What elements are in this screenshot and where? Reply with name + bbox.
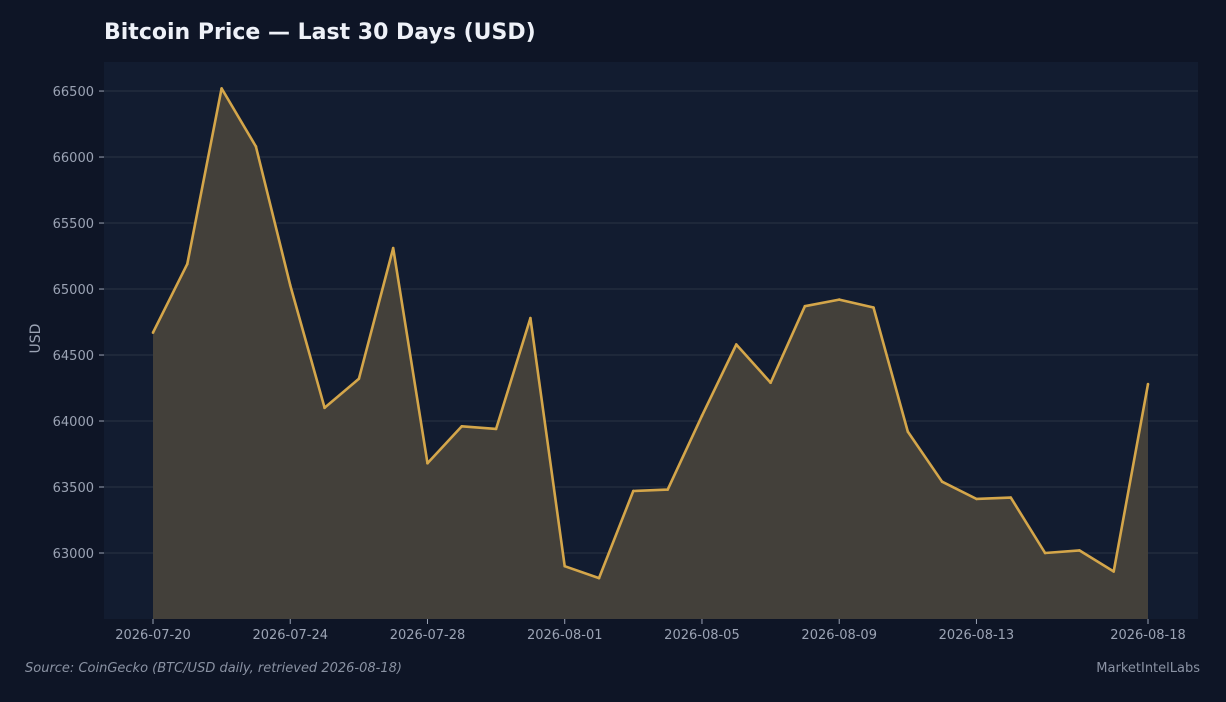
y-tick-label: 63000 — [53, 547, 94, 562]
data-point — [220, 87, 223, 90]
x-tick-label: 2026-07-28 — [390, 628, 466, 643]
data-point — [1078, 549, 1081, 552]
price-line — [151, 87, 1150, 580]
data-point — [666, 488, 669, 491]
data-point — [940, 480, 944, 484]
data-point — [529, 316, 532, 320]
data-point — [254, 145, 258, 148]
data-point — [700, 414, 704, 418]
data-point — [734, 343, 738, 346]
data-point — [391, 246, 395, 250]
data-point — [632, 489, 635, 493]
data-point — [563, 564, 567, 568]
data-point — [597, 576, 601, 580]
data-point — [1009, 496, 1013, 499]
y-tick-label: 66500 — [53, 85, 94, 100]
y-axis-ticks: 63000 63500 64000 64500 65000 65500 66000 66500 — [53, 85, 104, 562]
data-point — [186, 262, 189, 266]
data-point — [1043, 551, 1047, 555]
x-tick-label: 2026-08-18 — [1110, 628, 1186, 643]
data-point — [288, 283, 292, 287]
source-note: Source: CoinGecko (BTC/USD daily, retrie… — [25, 661, 402, 676]
price-area-fill — [153, 88, 1148, 619]
x-tick-label: 2026-08-09 — [801, 628, 877, 643]
data-point — [872, 306, 875, 309]
data-point — [1112, 570, 1115, 573]
y-tick-label: 65000 — [53, 283, 94, 298]
y-tick-label: 63500 — [53, 481, 94, 496]
brand-label: MarketIntelLabs — [1096, 661, 1200, 676]
y-tick-label: 66000 — [53, 151, 94, 166]
data-point — [769, 381, 772, 385]
data-points — [151, 87, 1150, 580]
data-point — [460, 424, 464, 428]
x-axis-ticks: 2026-07-20 2026-07-24 2026-07-28 2026-08-01… — [115, 619, 1186, 643]
data-point — [803, 304, 807, 308]
data-point — [357, 377, 361, 381]
y-axis-label: USD — [28, 324, 44, 354]
y-tick-label: 65500 — [53, 217, 94, 232]
x-tick-label: 2026-07-20 — [115, 628, 191, 643]
data-point — [906, 430, 910, 433]
x-tick-label: 2026-08-01 — [527, 628, 603, 643]
data-point — [837, 298, 841, 301]
chart-title: Bitcoin Price — Last 30 Days (USD) — [104, 20, 536, 45]
data-point — [494, 427, 498, 431]
data-point — [1146, 382, 1150, 386]
data-point — [151, 331, 155, 334]
data-point — [975, 497, 978, 501]
data-point — [426, 461, 429, 465]
x-tick-label: 2026-08-13 — [939, 628, 1015, 643]
data-point — [323, 406, 326, 410]
x-tick-label: 2026-08-05 — [664, 628, 740, 643]
y-tick-label: 64500 — [53, 349, 94, 364]
x-tick-label: 2026-07-24 — [252, 628, 328, 643]
y-tick-label: 64000 — [53, 415, 94, 430]
